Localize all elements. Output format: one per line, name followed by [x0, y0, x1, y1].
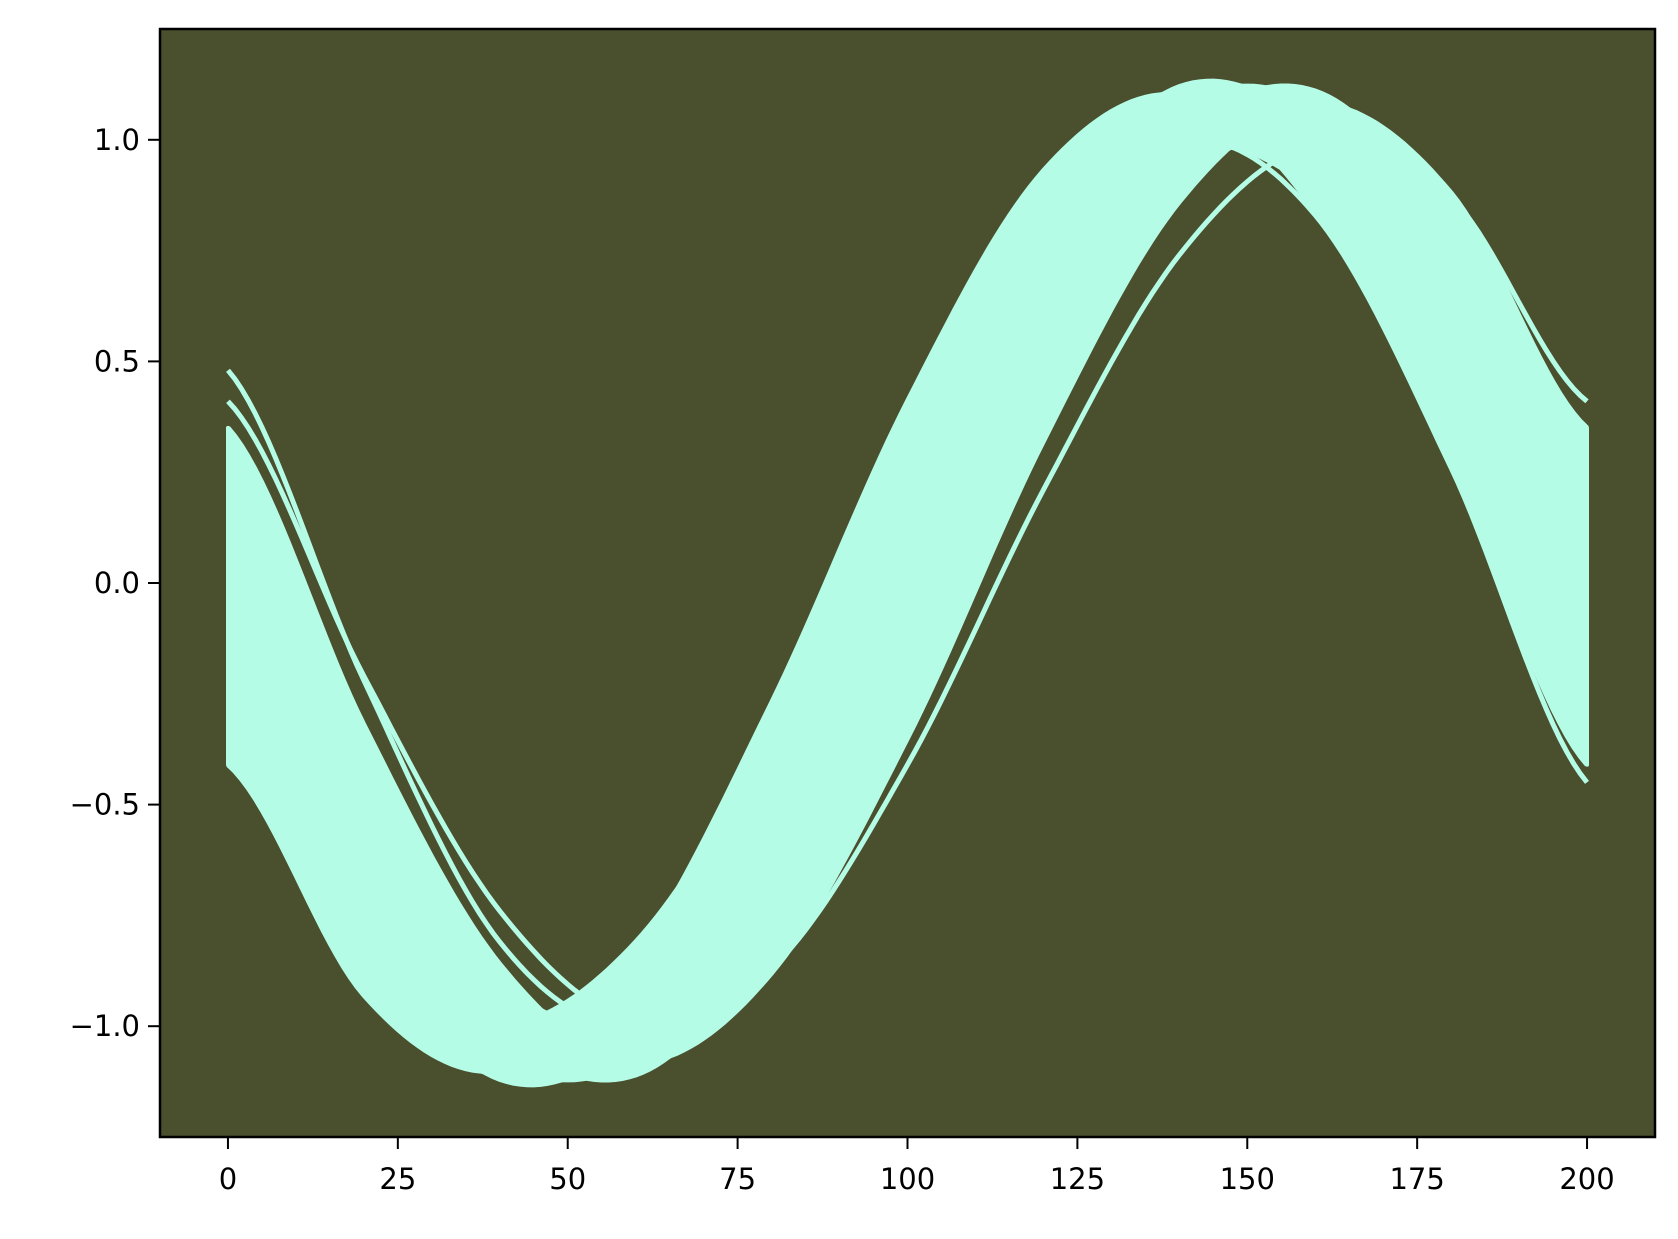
x-tick-label: 0 — [219, 1162, 237, 1196]
y-tick-label: −1.0 — [70, 1009, 140, 1043]
series-line-7 — [226, 92, 1589, 1074]
series-line-3 — [226, 101, 1589, 1065]
y-tick-label: 0.0 — [94, 566, 140, 600]
x-axis: 0 25 50 75 100 125 150 175 200 — [219, 1137, 1615, 1196]
y-axis: −1.0 −0.5 0.0 0.5 1.0 — [70, 123, 160, 1043]
series-line-8 — [226, 139, 1589, 1029]
y-tick-label: 1.0 — [94, 123, 140, 157]
series-line-4 — [226, 83, 1589, 1083]
series-group — [226, 78, 1589, 1088]
y-tick-label: 0.5 — [94, 344, 140, 378]
x-tick-label: 100 — [880, 1162, 935, 1196]
series-line-2 — [226, 139, 1589, 1027]
y-tick-label: −0.5 — [70, 788, 140, 822]
series-line-5 — [226, 83, 1589, 1083]
x-tick-label: 150 — [1220, 1162, 1275, 1196]
x-tick-label: 175 — [1389, 1162, 1444, 1196]
x-tick-label: 125 — [1050, 1162, 1105, 1196]
x-tick-label: 50 — [549, 1162, 586, 1196]
series-line-6 — [226, 78, 1589, 1088]
x-tick-label: 200 — [1559, 1162, 1614, 1196]
x-tick-label: 25 — [379, 1162, 416, 1196]
x-tick-label: 75 — [719, 1162, 756, 1196]
